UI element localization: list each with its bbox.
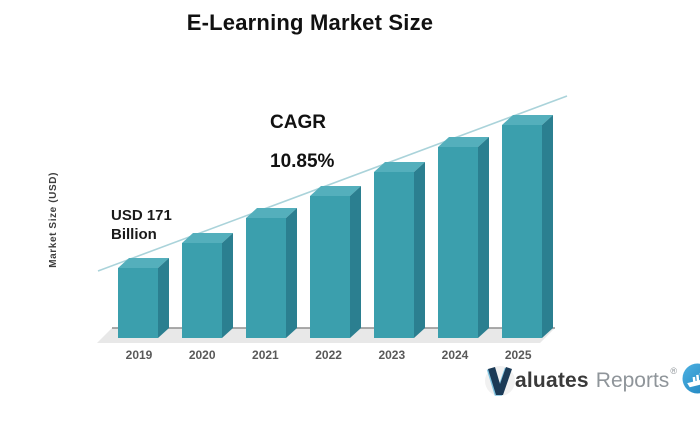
bar-2022 [310,196,350,338]
x-axis-label-2021: 2021 [252,348,279,362]
bar-top-2023 [374,162,425,172]
bar-side-2025 [542,115,553,338]
cagr-label: CAGR [270,112,326,133]
bar-2021 [246,218,286,338]
bar-side-2024 [478,137,489,338]
valuates-reports-logo: aluates Reports ® [485,362,700,400]
logo-name-rest: aluates [515,369,589,392]
x-axis-label-2020: 2020 [188,348,216,362]
cagr-value: 10.85% [270,151,335,172]
y-axis-label: Market Size (USD) [47,172,59,268]
x-axis-label-2022: 2022 [315,348,342,362]
logo-v-icon [485,364,517,398]
bar-top-2022 [310,186,361,196]
bar-2019 [118,268,158,338]
x-axis-label-2023: 2023 [378,348,406,362]
bar-2025 [502,125,542,338]
bar-side-2022 [350,186,361,338]
bar-side-2021 [286,208,297,338]
bar-top-2020 [182,233,233,243]
bar-side-2019 [158,258,169,338]
start-value-line1: USD 171 [111,207,172,224]
bar-top-2025 [502,115,553,125]
bar-side-2023 [414,162,425,338]
bar-top-2019 [118,258,169,268]
bar-side-2020 [222,233,233,338]
start-value-line2: Billion [111,226,157,243]
bar-2023 [374,172,414,338]
logo-chart-orb-icon [682,363,700,399]
chart-title: E-Learning Market Size [186,10,434,35]
x-axis-label-2025: 2025 [504,348,532,362]
logo-suffix: Reports [595,369,670,392]
bar-top-2024 [438,137,489,147]
x-axis-label-2019: 2019 [125,348,153,362]
start-value-annotation: USD 171 Billion [111,206,172,244]
bar-2020 [182,243,222,338]
trend-line [97,95,568,272]
cagr-annotation: CAGR 10.85% [270,112,334,173]
bar-2024 [438,147,478,338]
registered-trademark-symbol: ® [670,366,677,376]
x-axis-label-2024: 2024 [441,348,469,362]
bar-top-2021 [246,208,297,218]
